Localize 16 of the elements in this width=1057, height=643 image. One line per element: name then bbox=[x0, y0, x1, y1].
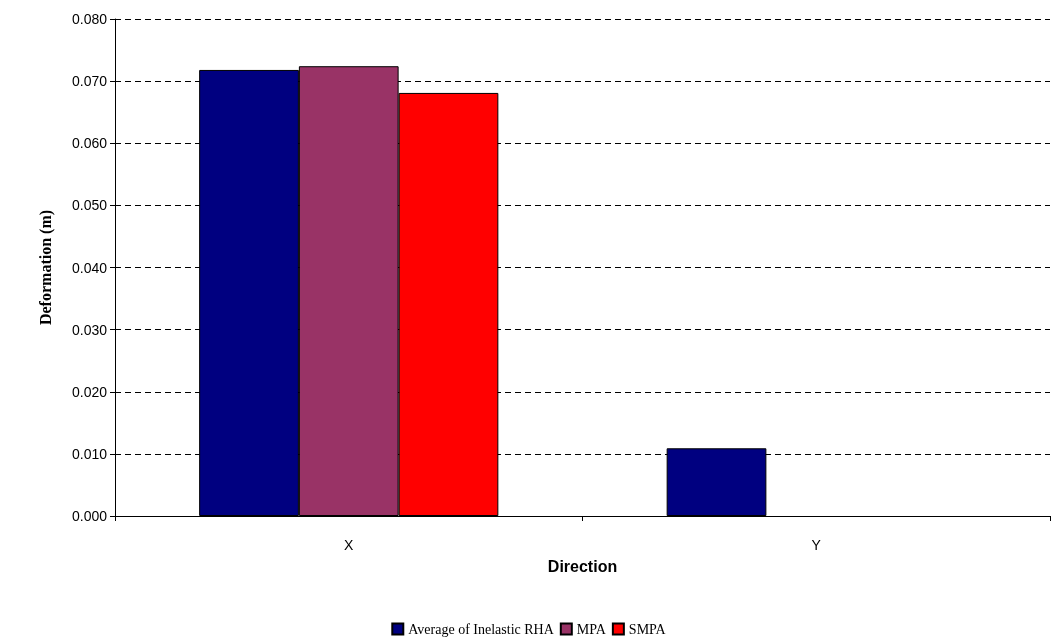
y-tick-label: 0.070 bbox=[71, 73, 108, 90]
y-tick-label: 0.040 bbox=[71, 259, 108, 276]
y-tick-label: 0.020 bbox=[71, 383, 108, 400]
legend-label: MPA bbox=[576, 621, 607, 637]
y-tick-label: 0.010 bbox=[71, 445, 108, 462]
legend-label: Average of Inelastic RHA bbox=[408, 621, 555, 637]
x-tick-label: Y bbox=[811, 537, 822, 553]
y-tick-label: 0.080 bbox=[71, 11, 108, 27]
y-tick-label: 0.050 bbox=[71, 197, 108, 214]
y-axis-title: Deformation (m) bbox=[36, 209, 55, 326]
legend-label: SMPA bbox=[628, 621, 667, 637]
x-axis-title: Direction bbox=[547, 557, 618, 575]
y-tick-label: 0.060 bbox=[71, 135, 108, 152]
y-tick-label: 0.000 bbox=[71, 508, 108, 524]
y-tick-label: 0.030 bbox=[71, 321, 108, 338]
x-tick-label: X bbox=[344, 537, 355, 553]
